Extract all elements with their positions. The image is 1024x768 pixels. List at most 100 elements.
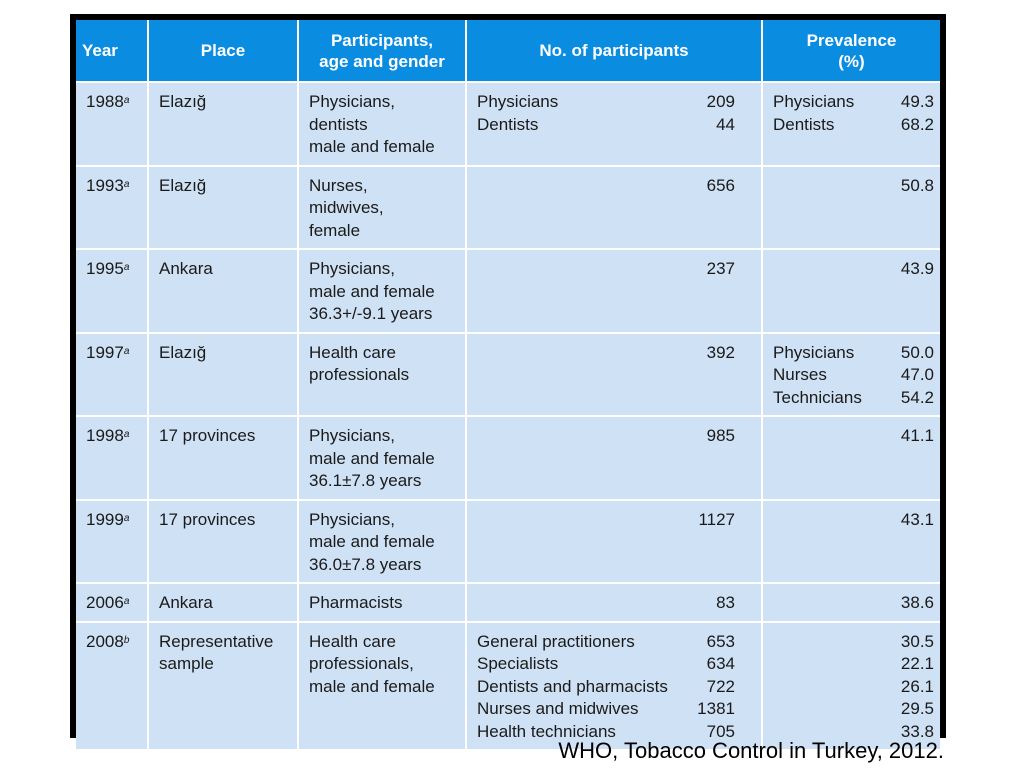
prevalence-table: Year Place Participants, age and gender … [76, 20, 940, 749]
participants-line: Health care [309, 342, 396, 362]
footnote-marker: a [123, 512, 130, 524]
table-row: 1999a 17 provinces Physicians, male and fem… [76, 499, 940, 584]
participants-line: midwives, [309, 198, 384, 217]
count-entry: Dentists 44 [477, 114, 735, 137]
year-value: 1997 [86, 342, 124, 362]
participants-cell: Pharmacists [298, 583, 467, 623]
place-cell: Elazığ [148, 165, 299, 250]
prevalence-cell: 30.5 22.1 26.1 29.5 33.8 [762, 621, 940, 749]
prevalence-entry: 22.1 [773, 653, 934, 676]
year-cell: 1999a [76, 499, 149, 584]
header-prevalence-line1: Prevalence [806, 30, 897, 50]
year-cell: 1993a [76, 165, 149, 250]
count-value: 44 [716, 114, 735, 134]
count-entry: 237 [477, 258, 735, 281]
count-value: 392 [706, 342, 735, 362]
prevalence-cell: 43.9 [762, 249, 940, 334]
year-cell: 1988a [76, 82, 149, 167]
count-value: 722 [706, 676, 735, 696]
prevalence-value: 43.9 [900, 259, 934, 278]
footnote-marker: a [123, 596, 130, 607]
count-label: General practitioners [477, 631, 635, 651]
prevalence-label: Technicians [773, 387, 862, 407]
year-value: 1995 [86, 259, 124, 278]
participants-line: 36.0±7.8 years [309, 554, 422, 574]
footnote-marker: a [123, 95, 130, 106]
place-cell: Elazığ [148, 332, 299, 417]
footnote-marker: a [123, 429, 130, 440]
footnote-marker: a [123, 262, 130, 273]
prevalence-entry: 43.9 [773, 258, 934, 281]
count-entry: 656 [477, 175, 735, 198]
participants-line: Health care [309, 631, 396, 651]
prevalence-value: 68.2 [900, 114, 934, 134]
participants-line: professionals, [309, 654, 414, 673]
count-entry: 83 [477, 592, 735, 615]
table-row: 1998a 17 provinces Physicians, male and fem… [76, 416, 940, 501]
source-caption: WHO, Tobacco Control in Turkey, 2012. [558, 738, 944, 763]
year-cell: 1995a [76, 249, 149, 334]
footnote-marker: a [123, 345, 130, 357]
year-value: 1988 [86, 92, 124, 111]
prevalence-value: 26.1 [900, 676, 934, 696]
participants-line: Physicians, [309, 259, 395, 278]
count-label: Dentists and pharmacists [477, 676, 668, 696]
table-row: 1997a Elazığ Health care professionals 392 Ph… [76, 332, 940, 417]
table-row: 1993a Elazığ Nurses, midwives, female 656 50.8 [76, 165, 940, 250]
count-entry: Physicians 209 [477, 91, 735, 114]
prevalence-entry: 38.6 [773, 592, 934, 615]
year-cell: 1998a [76, 416, 149, 501]
participants-line: dentists [309, 114, 368, 134]
participants-cell: Physicians, male and female 36.3+/-9.1 yea… [298, 249, 467, 334]
prevalence-value: 22.1 [900, 654, 934, 673]
prevalence-value: 50.8 [900, 175, 934, 195]
count-entry: Nurses and midwives 1381 [477, 698, 735, 721]
place-cell: Elazığ [148, 82, 299, 167]
participants-line: Physicians, [309, 426, 395, 445]
header-participants-line1: Participants, [330, 30, 434, 50]
count-value: 1381 [697, 699, 735, 718]
prevalence-entry: Dentists 68.2 [773, 114, 934, 137]
count-value: 83 [716, 593, 735, 612]
footnote-marker: a [123, 178, 130, 190]
prevalence-entry: Physicians 49.3 [773, 91, 934, 114]
count-value: 705 [706, 721, 735, 741]
participants-line: male and female [309, 137, 435, 156]
prevalence-value: 49.3 [900, 92, 934, 111]
count-value: 653 [706, 631, 735, 651]
participants-cell: Physicians, male and female 36.1±7.8 years [298, 416, 467, 501]
count-entry: 1127 [477, 509, 735, 532]
table-body: 1988a Elazığ Physicians, dentists male and f… [76, 82, 940, 749]
count-label: Dentists [477, 114, 539, 134]
place-cell: 17 provinces [148, 416, 299, 501]
prevalence-value: 43.1 [900, 509, 934, 529]
header-prevalence: Prevalence (%) [762, 20, 940, 83]
count-value: 634 [706, 654, 735, 673]
participant-count-cell: General practitioners 653 Specialists 634 De… [466, 621, 763, 749]
place-cell: 17 provinces [148, 499, 299, 584]
participant-count-cell: 1127 [466, 499, 763, 584]
table-frame: Year Place Participants, age and gender … [70, 14, 946, 749]
table-row: 2006a Ankara Pharmacists 83 38.6 [76, 583, 940, 623]
place-cell: Ankara [148, 583, 299, 623]
participants-line: male and female [309, 676, 435, 696]
count-entry: Health technicians 705 [477, 721, 735, 744]
prevalence-entry: 29.5 [773, 698, 934, 721]
year-value: 1998 [86, 426, 124, 445]
prevalence-cell: 50.8 [762, 165, 940, 250]
header-participants: Participants, age and gender [298, 20, 467, 83]
prevalence-entry: Technicians 54.2 [773, 387, 934, 410]
prevalence-value: 47.0 [900, 365, 934, 384]
participants-line: male and female [309, 532, 435, 551]
prevalence-entry: Nurses 47.0 [773, 364, 934, 387]
participants-line: Physicians, [309, 509, 395, 529]
header-number: No. of participants [466, 20, 763, 83]
participants-line: female [309, 220, 361, 240]
prevalence-label: Physicians [773, 342, 855, 362]
participants-line: male and female [309, 281, 435, 301]
count-label: Health technicians [477, 721, 616, 741]
prevalence-cell: 43.1 [762, 499, 940, 584]
prevalence-entry: 33.8 [773, 721, 934, 744]
count-label: Physicians [477, 92, 559, 111]
count-value: 656 [706, 175, 735, 195]
